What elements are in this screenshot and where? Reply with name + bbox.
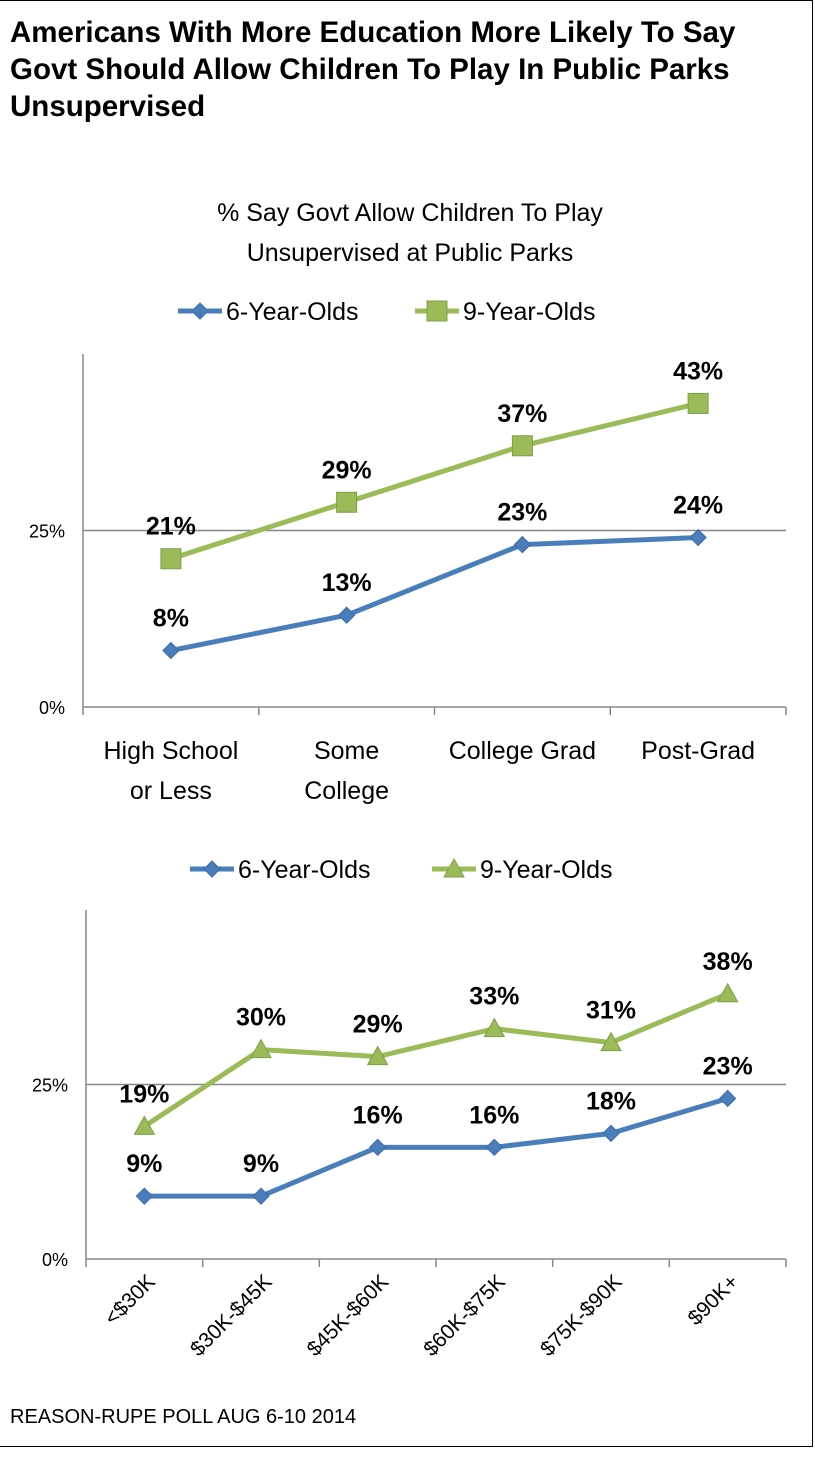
data-label: 16% bbox=[469, 1101, 519, 1129]
data-point-marker bbox=[689, 528, 707, 547]
data-label: 24% bbox=[673, 492, 723, 520]
x-tick-label: Post-Grad bbox=[641, 737, 755, 765]
data-label: 38% bbox=[703, 948, 753, 976]
chart-income-svg: 6-Year-Olds 9-Year-Olds 0% 25% <$30K $30K-$45… bbox=[32, 856, 787, 1361]
legend-label[interactable]: 9-Year-Olds bbox=[480, 856, 612, 884]
data-point-marker bbox=[485, 1138, 504, 1157]
series-line bbox=[144, 1096, 729, 1199]
data-point-marker bbox=[600, 1031, 622, 1052]
data-label: 9% bbox=[126, 1150, 162, 1178]
legend-marker bbox=[191, 302, 209, 320]
data-label: 19% bbox=[119, 1080, 169, 1108]
legend-marker bbox=[443, 857, 465, 878]
data-point-marker bbox=[718, 1089, 737, 1108]
page-title: Americans With More Education More Likel… bbox=[10, 16, 736, 123]
data-label: 9% bbox=[243, 1150, 279, 1178]
data-label: 29% bbox=[353, 1011, 403, 1039]
x-tick-label: College bbox=[304, 777, 389, 805]
data-label: 43% bbox=[673, 357, 723, 385]
y-tick-label: 0% bbox=[42, 1250, 68, 1270]
data-label: 21% bbox=[146, 513, 196, 541]
data-point-marker bbox=[133, 1115, 156, 1135]
data-label: 37% bbox=[497, 400, 547, 428]
data-point-marker bbox=[716, 982, 739, 1003]
data-label: 18% bbox=[586, 1087, 636, 1115]
source-note: REASON-RUPE POLL AUG 6-10 2014 bbox=[10, 1406, 357, 1428]
data-point-marker bbox=[250, 1038, 272, 1059]
data-label: 31% bbox=[586, 997, 636, 1025]
legend-marker bbox=[203, 860, 221, 878]
data-label: 8% bbox=[153, 605, 189, 633]
data-point-marker bbox=[687, 392, 709, 414]
data-label: 33% bbox=[469, 983, 519, 1011]
data-point-marker bbox=[483, 1017, 506, 1038]
legend-label[interactable]: 6-Year-Olds bbox=[226, 298, 358, 326]
x-tick-label: $45K-$60K bbox=[303, 1270, 394, 1361]
chart-title-line: % Say Govt Allow Children To Play bbox=[217, 199, 603, 227]
frame-bottom-border bbox=[0, 1446, 813, 1447]
data-point-marker bbox=[162, 641, 180, 660]
series-line bbox=[142, 991, 729, 1129]
legend-label[interactable]: 6-Year-Olds bbox=[238, 856, 370, 884]
data-point-marker bbox=[366, 1045, 389, 1066]
data-label: 23% bbox=[497, 499, 547, 527]
data-point-marker bbox=[511, 435, 533, 457]
y-tick-label: 0% bbox=[39, 698, 65, 718]
x-tick-label: $75K-$90K bbox=[536, 1270, 627, 1361]
x-tick-label: $30K-$45K bbox=[186, 1270, 277, 1361]
x-tick-label: $60K-$75K bbox=[419, 1270, 510, 1361]
data-label: 13% bbox=[322, 569, 372, 597]
x-tick-label: College Grad bbox=[449, 737, 596, 765]
data-label: 29% bbox=[322, 456, 372, 484]
chart-title-line: Unsupervised at Public Parks bbox=[247, 239, 574, 267]
x-tick-label: Some bbox=[314, 737, 379, 765]
series-line bbox=[170, 400, 699, 562]
x-tick-label: $90K+ bbox=[684, 1270, 744, 1330]
frame-right-border bbox=[812, 0, 813, 1446]
data-point-marker bbox=[252, 1187, 270, 1205]
data-point-marker bbox=[135, 1187, 154, 1205]
data-label: 30% bbox=[236, 1004, 286, 1032]
data-point-marker bbox=[337, 606, 356, 624]
data-label: 23% bbox=[703, 1052, 753, 1080]
data-point-marker bbox=[336, 491, 358, 513]
data-point-marker bbox=[160, 548, 182, 570]
data-point-marker bbox=[513, 535, 532, 554]
data-label: 16% bbox=[353, 1101, 403, 1129]
y-tick-label: 25% bbox=[32, 1076, 68, 1096]
legend-marker bbox=[426, 300, 448, 322]
x-tick-label: <$30K bbox=[100, 1270, 160, 1330]
x-tick-label: or Less bbox=[130, 777, 212, 805]
education-chart: % Say Govt Allow Children To Play Unsuper… bbox=[29, 199, 787, 805]
frame-top-border bbox=[0, 0, 813, 1]
income-chart: 6-Year-Olds 9-Year-Olds 0% 25% <$30K $30K-$45… bbox=[32, 856, 787, 1361]
data-point-marker bbox=[368, 1138, 387, 1157]
legend-label[interactable]: 9-Year-Olds bbox=[463, 298, 595, 326]
chart-education-svg: % Say Govt Allow Children To Play Unsuper… bbox=[29, 199, 787, 805]
y-tick-label: 25% bbox=[29, 522, 65, 542]
data-point-marker bbox=[602, 1124, 620, 1143]
series-line bbox=[170, 535, 699, 653]
x-tick-label: High School bbox=[103, 737, 238, 765]
